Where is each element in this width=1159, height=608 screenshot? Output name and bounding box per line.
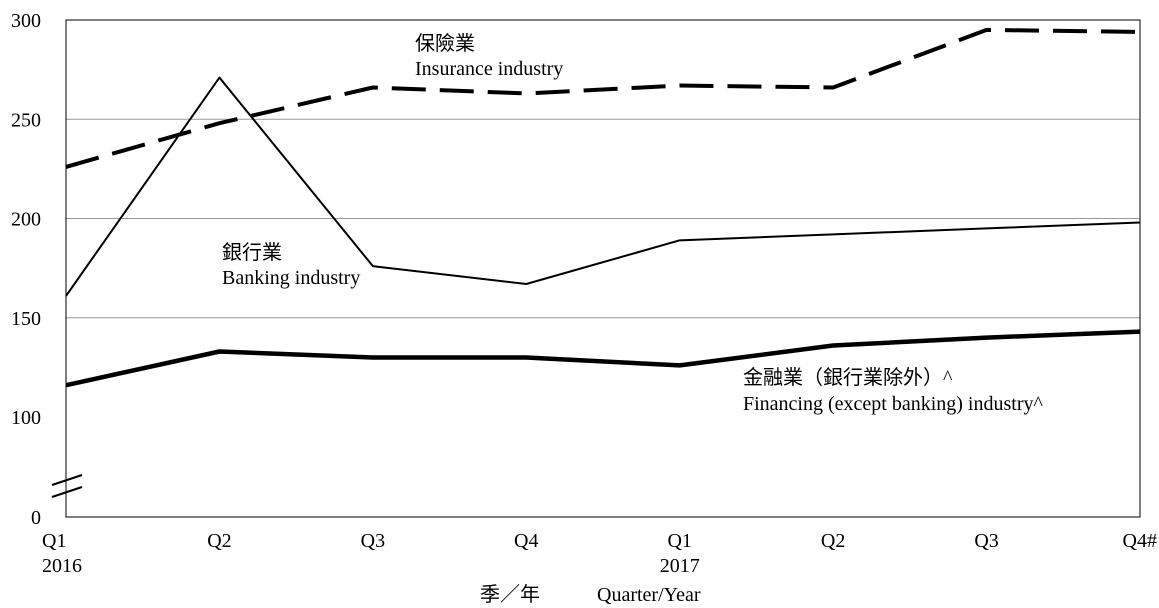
x-axis-title-zh: 季／年 [480,583,540,606]
insurance-label-zh: 保險業 [415,32,475,55]
series-line-2 [65,329,1141,388]
banking-label-zh: 銀行業 [222,241,282,264]
y-tick-label: 150 [11,308,41,330]
x-tick-label: Q3 [974,530,998,552]
x-tick-label: Q2 [207,530,231,552]
y-tick-label: 250 [11,109,41,131]
x-axis-title-en: Quarter/Year [597,584,701,606]
x-tick-label: Q2 [821,530,845,552]
y-tick-label: 100 [11,407,41,429]
y-axis-tick-labels: 0 100 150 200 250 300 [11,10,41,529]
series-lines [65,27,1141,388]
gridlines [66,118,1140,319]
insurance-label-en: Insurance industry [415,58,563,80]
banking-label-en: Banking industry [222,267,360,289]
x-tick-label: Q3 [361,530,385,552]
axis-break-icon [51,474,83,498]
x-axis-tick-labels: Q1 2016 Q2 Q3 Q4 Q1 2017 Q2 Q3 Q4# [42,530,1157,577]
x-year-label: 2017 [660,555,700,577]
y-tick-label: 200 [11,209,41,231]
series-line-1 [65,76,1141,297]
x-tick-label: Q4# [1123,530,1157,552]
plot-frame [65,19,1141,518]
x-tick-label: Q1 [42,530,66,552]
financing-label-en: Financing (except banking) industry^ [743,393,1043,415]
y-tick-label: 300 [11,10,41,32]
y-tick-label: 0 [31,507,41,529]
x-year-label: 2016 [42,555,82,577]
x-tick-label: Q1 [667,530,691,552]
x-tick-label: Q4 [514,530,538,552]
financing-label-zh: 金融業（銀行業除外）^ [743,366,953,389]
series-line-0 [65,27,1141,169]
